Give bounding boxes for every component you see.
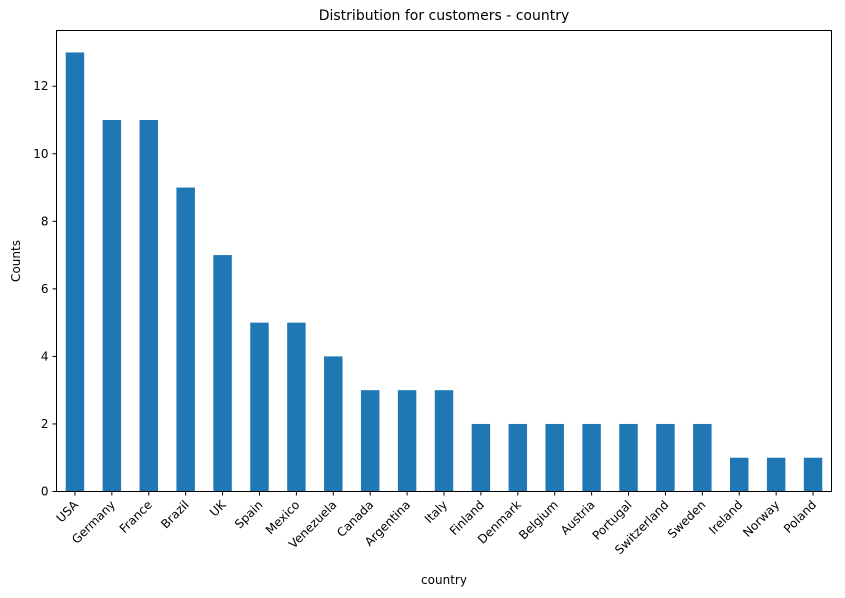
x-tick-label-ireland: Ireland bbox=[706, 498, 745, 537]
y-axis: 0 2 4 6 8 10 12 bbox=[33, 79, 57, 499]
y-tick-label: 4 bbox=[41, 349, 49, 363]
x-axis-label: country bbox=[421, 573, 467, 587]
bar-uk bbox=[213, 255, 232, 492]
chart-title: Distribution for customers - country bbox=[319, 8, 570, 24]
bar-denmark bbox=[508, 423, 528, 492]
bar-finland bbox=[471, 423, 491, 492]
y-tick-label: 0 bbox=[41, 485, 49, 499]
bar-norway bbox=[766, 457, 786, 492]
bar-ireland bbox=[730, 457, 749, 492]
bar-switzerland bbox=[656, 423, 675, 492]
x-tick-label-belgium: Belgium bbox=[516, 498, 561, 543]
x-tick-label-usa: USA bbox=[54, 497, 82, 525]
y-axis-label: Counts bbox=[9, 240, 23, 282]
x-tick-label-france: France bbox=[117, 498, 155, 536]
bar-mexico bbox=[287, 322, 306, 492]
bar-austria bbox=[582, 423, 601, 492]
bar-venezuela bbox=[324, 356, 343, 492]
x-tick-label-poland: Poland bbox=[781, 498, 819, 536]
bar-argentina bbox=[397, 390, 417, 492]
bar-portugal bbox=[619, 423, 638, 492]
bar-italy bbox=[434, 390, 454, 492]
x-tick-label-brazil: Brazil bbox=[158, 498, 192, 532]
bar-spain bbox=[250, 322, 269, 492]
bar-belgium bbox=[545, 423, 564, 492]
bar-canada bbox=[360, 390, 380, 492]
x-tick-label-sweden: Sweden bbox=[665, 498, 708, 541]
bar-brazil bbox=[176, 187, 195, 492]
y-tick-label: 12 bbox=[33, 79, 48, 93]
y-tick-label: 2 bbox=[41, 417, 49, 431]
bars-group bbox=[65, 52, 823, 492]
x-tick-label-spain: Spain bbox=[232, 498, 266, 532]
bar-germany bbox=[102, 119, 122, 492]
y-tick-label: 10 bbox=[33, 147, 48, 161]
plot-frame bbox=[56, 30, 832, 492]
bar-sweden bbox=[693, 423, 712, 492]
y-tick-label: 8 bbox=[41, 214, 49, 228]
x-tick-label-italy: Italy bbox=[422, 498, 450, 526]
bar-usa bbox=[65, 52, 85, 492]
bar-france bbox=[139, 119, 158, 492]
x-tick-label-norway: Norway bbox=[740, 498, 782, 540]
x-tick-label-uk: UK bbox=[207, 497, 229, 519]
bar-poland bbox=[803, 457, 823, 492]
y-tick-label: 6 bbox=[41, 282, 49, 296]
